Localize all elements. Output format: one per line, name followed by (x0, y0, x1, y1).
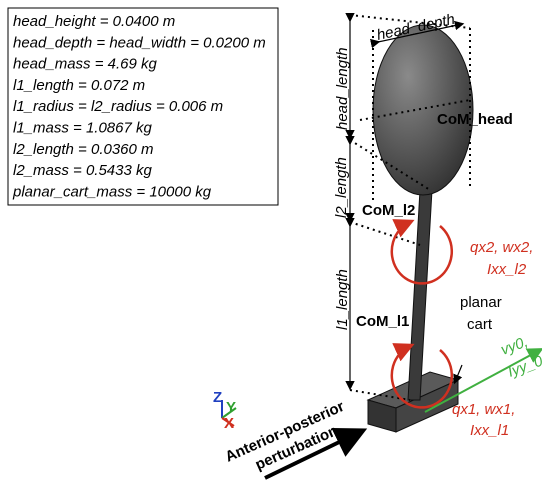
axis-triad (221, 400, 237, 427)
parameter: planar_cart_mass = 10000 kg (12, 183, 212, 200)
rotation-arrows (390, 219, 454, 409)
com-label: CoM_head (437, 111, 513, 128)
perturbation-arrow (264, 428, 368, 480)
joint-label: qx1, wx1, (452, 401, 515, 418)
axis-label: X (224, 415, 234, 432)
joint-label: Ixx_l2 (487, 261, 527, 278)
translation-arrow (424, 348, 542, 413)
com-label: CoM_l1 (356, 313, 409, 330)
link-rod (407, 189, 433, 401)
joint-label: Ixx_l1 (470, 422, 509, 439)
parameter: head_height = 0.0400 m (13, 13, 175, 30)
dimension-label: head_length (334, 47, 351, 130)
joint-label: vy0, (499, 333, 531, 358)
joint-label: qx2, wx2, (470, 239, 533, 256)
parameter: l2_length = 0.0360 m (13, 141, 154, 158)
parameter: head_depth = head_width = 0.0200 m (13, 34, 266, 51)
dimension-label: l2_length (333, 157, 350, 218)
parameter: head_mass = 4.69 kg (13, 56, 158, 73)
axis-label: Y (226, 399, 236, 416)
com-label: CoM_l2 (362, 202, 415, 219)
parameter: l1_length = 0.072 m (13, 77, 145, 94)
cart-label: planar (460, 294, 502, 311)
joint-label: Iyy_0 (506, 352, 542, 380)
parameter: l2_mass = 0.5433 kg (13, 162, 152, 179)
cart-label: cart (467, 316, 493, 333)
parameter: l1_mass = 1.0867 kg (13, 120, 152, 137)
dimension-arrows (345, 12, 465, 391)
parameter-list: head_height = 0.0400 m head_depth = head_… (12, 13, 266, 200)
dimension-label: l1_length (334, 269, 351, 330)
parameter-box (7, 7, 279, 206)
head (372, 24, 474, 196)
parameter: l1_radius = l2_radius = 0.006 m (13, 98, 223, 115)
axis-label: Z (213, 389, 222, 406)
